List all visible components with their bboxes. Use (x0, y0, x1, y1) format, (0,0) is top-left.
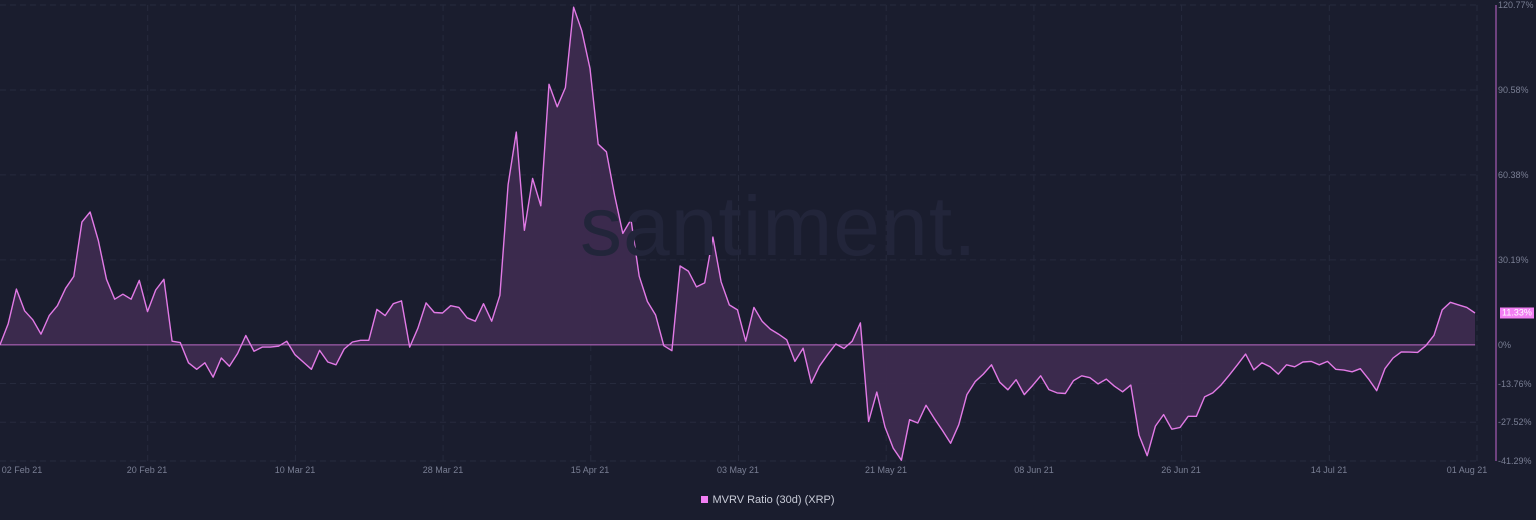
x-axis-tick-label: 02 Feb 21 (1, 465, 43, 475)
current-value-badge: 11.33% (1500, 307, 1534, 319)
x-axis-tick-label: 15 Apr 21 (570, 465, 610, 475)
y-axis-tick-label: -27.52% (1498, 417, 1532, 428)
x-axis-tick-label: 26 Jun 21 (1161, 465, 1201, 475)
x-axis-tick-label: 20 Feb 21 (126, 465, 168, 475)
x-axis-tick-label: 10 Mar 21 (274, 465, 316, 475)
y-axis-tick-label: -41.29% (1498, 456, 1532, 466)
chart-legend[interactable]: MVRV Ratio (30d) (XRP) (0, 494, 1536, 506)
santiment-watermark: santiment. (580, 179, 978, 273)
y-axis-tick-label: 90.58% (1498, 84, 1529, 95)
x-axis-tick-label: 28 Mar 21 (422, 465, 464, 475)
x-axis-tick-label: 08 Jun 21 (1014, 465, 1054, 475)
x-axis-tick-label: 21 May 21 (864, 465, 908, 475)
y-axis-tick-label: 30.19% (1498, 254, 1529, 265)
x-axis-tick-label: 03 May 21 (716, 465, 760, 475)
x-axis-tick-label: 01 Aug 21 (1446, 465, 1488, 475)
legend-swatch-icon (701, 496, 709, 503)
series-area-fill (0, 7, 1475, 461)
y-axis-tick-label: 60.38% (1498, 169, 1529, 180)
series-line[interactable] (0, 6, 1476, 461)
y-axis-tick-label: 0% (1498, 339, 1512, 350)
y-axis-tick-label: -13.76% (1498, 378, 1532, 389)
y-axis-tick-label: 120.77% (1498, 0, 1534, 10)
x-axis-tick-label: 14 Jul 21 (1310, 465, 1348, 475)
legend-label[interactable]: MVRV Ratio (30d) (XRP) (712, 494, 835, 506)
